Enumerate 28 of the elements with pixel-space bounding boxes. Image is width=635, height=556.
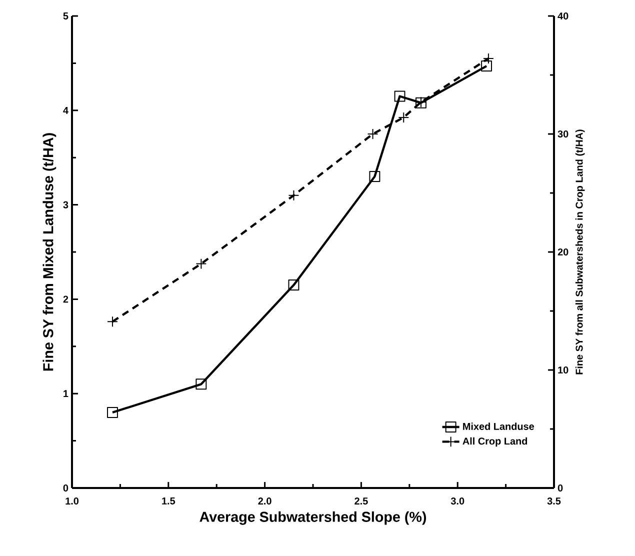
point xyxy=(481,60,492,72)
point xyxy=(369,171,380,182)
point xyxy=(196,378,207,390)
y-tick-label: 0 xyxy=(63,484,68,492)
point xyxy=(288,280,300,291)
legend-label: All Crop Land xyxy=(462,437,528,447)
x-tick-label: 2.0 xyxy=(258,498,272,505)
x-tick-label: 2.5 xyxy=(354,498,368,505)
y-tick-label: 3 xyxy=(63,201,68,208)
y-tick-label: 5 xyxy=(63,12,68,20)
y-tick-label: 1 xyxy=(64,390,68,398)
x-tick-label: 3.5 xyxy=(547,498,561,505)
y2-tick-label: 20 xyxy=(558,248,568,256)
x-tick-label: 1.5 xyxy=(162,497,176,504)
x-tick-label: 3.0 xyxy=(450,498,464,505)
y2-tick-label: 10 xyxy=(558,366,568,374)
point xyxy=(394,90,406,102)
y-tick-label: 2 xyxy=(63,296,68,303)
y2-tick-label: 0 xyxy=(558,484,563,492)
y-tick-label: 4 xyxy=(63,106,68,114)
y2-tick-label: 40 xyxy=(558,12,568,20)
point xyxy=(107,407,118,418)
y-axis-title: Fine SY from Mixed Landuse (t/HA) xyxy=(42,133,56,371)
legend-label: Mixed Landuse xyxy=(463,422,534,430)
x-tick-label: 1.0 xyxy=(66,498,79,505)
x-axis-title: Average Subwatershed Slope (%) xyxy=(200,511,426,525)
y2-axis-title: Fine SY from all Subwatersheds in Crop Land (t/HA) xyxy=(575,130,585,374)
y2-tick-label: 30 xyxy=(558,130,568,138)
